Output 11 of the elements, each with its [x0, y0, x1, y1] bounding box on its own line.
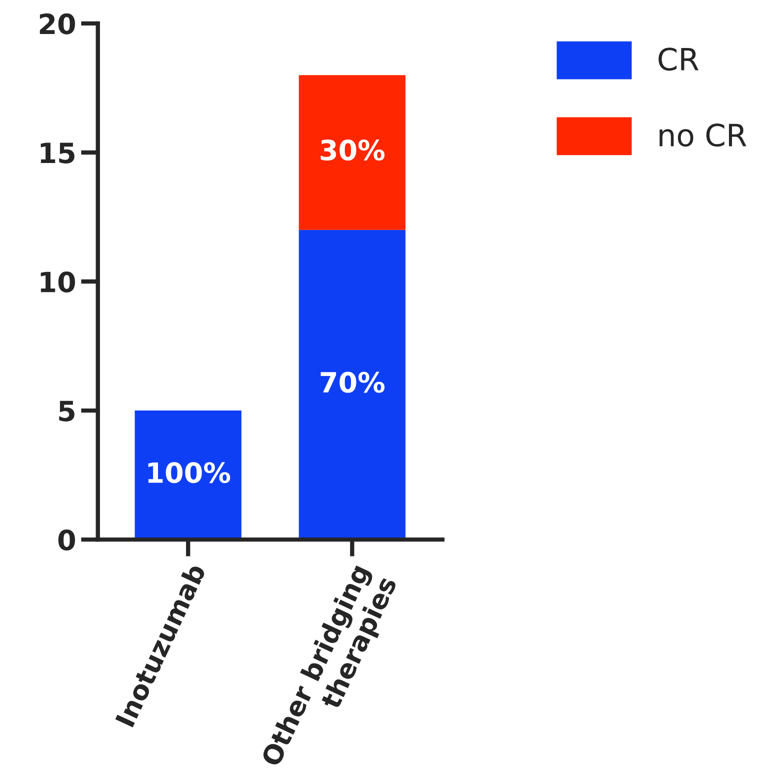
- bar: [298, 75, 406, 230]
- y-tick-label: 5: [59, 400, 74, 422]
- y-tick-label: 0: [58, 530, 76, 551]
- y-tick-label: 15: [40, 142, 74, 164]
- legend-label: CR: [658, 48, 699, 71]
- y-tick-label: 10: [40, 271, 76, 292]
- annotation: 100%: [148, 462, 230, 484]
- y-tick-label: 20: [40, 13, 76, 34]
- annotation: 70%: [320, 372, 385, 393]
- annotation: 30%: [320, 140, 385, 161]
- legend-label: no CR: [660, 124, 746, 147]
